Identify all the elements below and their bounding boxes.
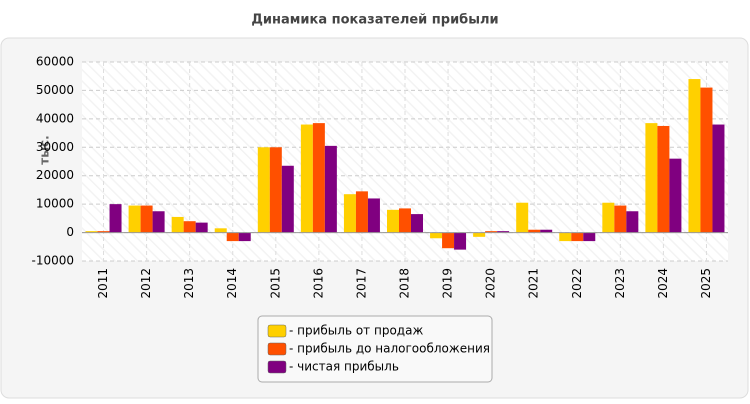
x-tick-label: 2022 bbox=[570, 268, 584, 299]
legend-swatch bbox=[267, 324, 287, 338]
bar bbox=[497, 231, 510, 233]
bar bbox=[109, 204, 122, 233]
bar bbox=[657, 125, 670, 233]
bar bbox=[97, 231, 110, 233]
legend-swatch bbox=[267, 360, 287, 374]
bar bbox=[559, 232, 572, 242]
x-tick-label: 2020 bbox=[484, 268, 498, 299]
x-tick-label: 2023 bbox=[613, 268, 627, 299]
y-tick-label: -10000 bbox=[31, 254, 74, 268]
y-tick-label: 30000 bbox=[36, 140, 74, 154]
bar bbox=[442, 232, 455, 249]
bar bbox=[411, 214, 423, 233]
y-tick-label: 0 bbox=[66, 225, 74, 239]
y-tick-label: 60000 bbox=[36, 55, 74, 69]
legend-label: - чистая прибыль bbox=[289, 360, 399, 374]
bar bbox=[645, 123, 658, 233]
bar bbox=[183, 221, 196, 233]
x-tick-label: 2012 bbox=[139, 268, 153, 299]
bar bbox=[571, 232, 584, 242]
bar bbox=[281, 165, 294, 233]
legend bbox=[257, 315, 493, 383]
y-tick-label: 20000 bbox=[36, 168, 74, 182]
bar bbox=[669, 158, 682, 233]
bar bbox=[257, 147, 270, 233]
x-tick-label: 2013 bbox=[182, 268, 196, 299]
bar bbox=[355, 191, 368, 233]
y-tick-label: 50000 bbox=[36, 83, 74, 97]
x-tick-label: 2025 bbox=[699, 268, 713, 299]
bar bbox=[140, 205, 153, 233]
bar bbox=[128, 205, 141, 233]
bar bbox=[516, 202, 529, 233]
bar bbox=[528, 229, 541, 233]
bar bbox=[540, 229, 553, 233]
bar bbox=[688, 79, 701, 233]
bar bbox=[602, 202, 615, 233]
x-tick-label: 2015 bbox=[268, 268, 282, 299]
bar bbox=[152, 211, 165, 233]
bar bbox=[626, 211, 639, 233]
x-tick-label: 2024 bbox=[656, 268, 670, 299]
bar bbox=[614, 205, 627, 233]
x-tick-label: 2018 bbox=[398, 268, 412, 299]
bar bbox=[387, 209, 399, 233]
bar bbox=[214, 228, 227, 233]
bar bbox=[485, 231, 498, 233]
chart-title: Динамика показателей прибыли bbox=[251, 13, 498, 28]
y-tick-label: 40000 bbox=[36, 111, 74, 125]
legend-label: - прибыль от продаж bbox=[289, 324, 423, 338]
x-tick-label: 2014 bbox=[225, 268, 239, 299]
bar bbox=[700, 87, 713, 233]
x-tick-label: 2021 bbox=[527, 268, 541, 299]
y-axis-label: тыс. bbox=[38, 135, 52, 164]
x-tick-label: 2019 bbox=[441, 268, 455, 299]
bar bbox=[430, 232, 443, 239]
bar bbox=[473, 232, 486, 237]
bar bbox=[269, 147, 282, 233]
bar bbox=[226, 232, 239, 242]
bar bbox=[195, 222, 208, 233]
bar bbox=[312, 123, 325, 233]
bar bbox=[85, 231, 98, 233]
x-tick-label: 2017 bbox=[354, 268, 368, 299]
bar bbox=[712, 124, 725, 233]
legend-swatch bbox=[267, 342, 287, 356]
bar bbox=[367, 198, 380, 233]
bar bbox=[238, 232, 251, 242]
bar bbox=[343, 194, 356, 233]
x-tick-label: 2011 bbox=[96, 268, 110, 299]
legend-label: - прибыль до налогообложения bbox=[289, 342, 490, 356]
bar bbox=[300, 124, 313, 233]
y-tick-label: 10000 bbox=[36, 197, 74, 211]
bar bbox=[399, 208, 411, 233]
x-tick-label: 2016 bbox=[311, 268, 325, 299]
bar bbox=[171, 216, 184, 233]
bar bbox=[454, 232, 467, 250]
bar bbox=[583, 232, 596, 242]
bar bbox=[324, 145, 337, 233]
